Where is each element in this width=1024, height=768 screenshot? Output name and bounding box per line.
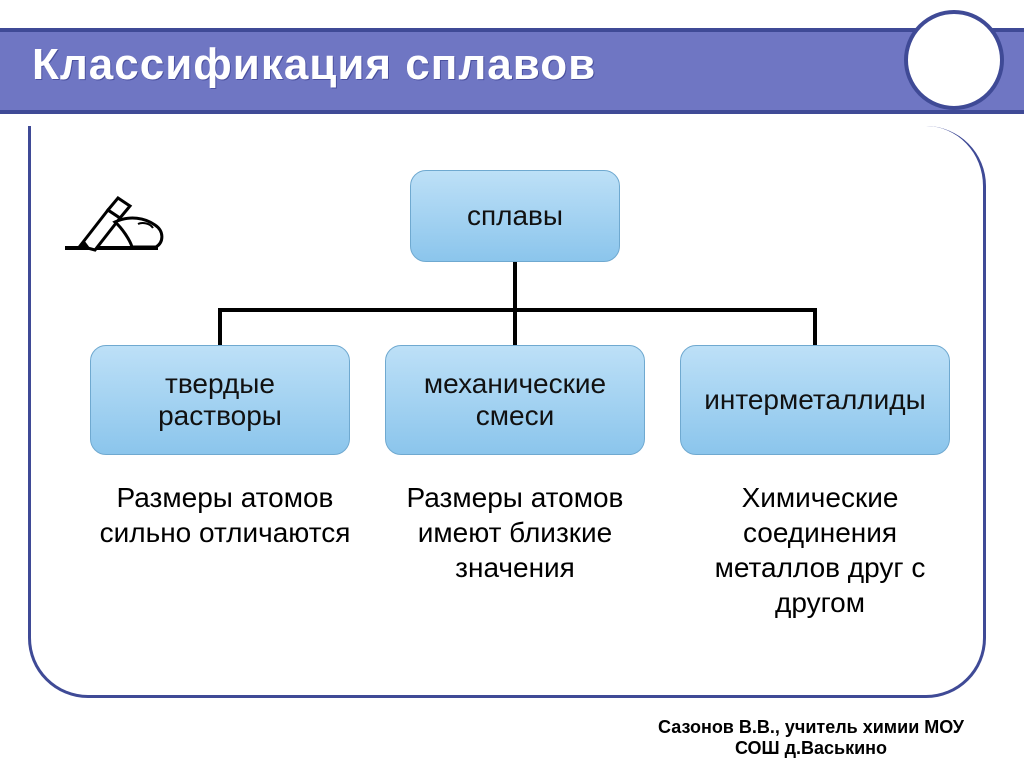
tree-child-node: твердые растворы — [90, 345, 350, 455]
node-description: Размеры атомов имеют близкие значения — [380, 480, 650, 585]
node-label: сплавы — [467, 200, 563, 232]
node-description: Химические соединения металлов друг с др… — [680, 480, 960, 620]
footer-line1: Сазонов В.В., учитель химии МОУ — [658, 717, 964, 739]
tree-child-node: механические смеси — [385, 345, 645, 455]
node-description: Размеры атомов сильно отличаются — [95, 480, 355, 550]
node-label: механические смеси — [396, 368, 634, 432]
node-label: твердые растворы — [101, 368, 339, 432]
tree-child-node: интерметаллиды — [680, 345, 950, 455]
tree-root-node: сплавы — [410, 170, 620, 262]
hand-writing-icon — [60, 170, 180, 260]
slide-footer: Сазонов В.В., учитель химии МОУ СОШ д.Ва… — [658, 717, 964, 760]
footer-line2: СОШ д.Васькино — [658, 738, 964, 760]
title-pill-decoration — [904, 10, 1004, 110]
node-label: интерметаллиды — [704, 384, 926, 416]
slide-title: Классификация сплавов — [32, 40, 596, 90]
